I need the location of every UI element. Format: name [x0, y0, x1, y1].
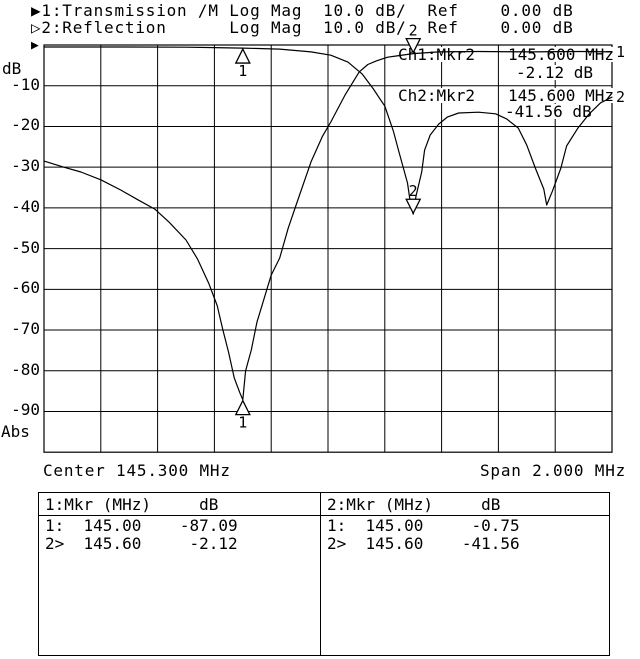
- channel2-header-line: ▷2:Reflection Log Mag 10.0 dB/ Ref 0.00 …: [31, 18, 574, 37]
- ch1-marker-value: -2.12 dB: [516, 63, 594, 82]
- marker-table-row: 2> 145.60 -41.56: [327, 533, 520, 553]
- ch2-marker-frequency: 145.600 MHz: [508, 86, 614, 105]
- marker-table-row: 1: 145.00 -87.09: [45, 516, 238, 535]
- y-tick-label: -90: [11, 400, 40, 420]
- y-tick-label: -60: [11, 278, 40, 298]
- y-tick-label: -70: [11, 319, 40, 339]
- marker-table-ch1: 1:Mkr (MHz) dB 1: 145.00 -87.09 2> 145.60…: [38, 492, 321, 656]
- channel-header: ▶1:Transmission /M Log Mag 10.0 dB/ Ref …: [31, 2, 574, 36]
- marker-table-ch2: 2:Mkr (MHz) dB 1: 145.00 -0.75 2> 145.60 …: [320, 492, 610, 656]
- marker2-trace2-label: 2: [409, 182, 418, 200]
- y-tick-label: -30: [11, 156, 40, 176]
- marker-table-ch2-rows: 1: 145.00 -0.75 2> 145.60 -41.56: [321, 516, 609, 552]
- y-tick-label: -50: [11, 237, 40, 257]
- ch1-marker-frequency: 145.600 MHz: [508, 45, 614, 64]
- marker-table-row: 2> 145.60 -2.12: [45, 533, 238, 553]
- marker-table-row: 1: 145.00 -0.75: [327, 516, 520, 535]
- y-tick-label: -10: [11, 74, 40, 94]
- trace-edge-label: 2: [616, 88, 626, 107]
- channel1-header-line: ▶1:Transmission /M Log Mag 10.0 dB/ Ref …: [31, 1, 574, 20]
- y-tick-label: -40: [11, 196, 40, 216]
- marker1-trace1-symbol-icon: [234, 399, 251, 416]
- y-tick-label: -20: [11, 115, 40, 135]
- center-frequency-label: Center 145.300 MHz: [43, 461, 231, 480]
- y-axis-unit-label: dB: [2, 59, 22, 78]
- trace-edge-label: 1: [616, 42, 626, 61]
- marker-table-ch1-rows: 1: 145.00 -87.09 2> 145.60 -2.12: [39, 516, 320, 552]
- marker-table-ch1-header: 1:Mkr (MHz) dB: [39, 493, 320, 516]
- y-tick-label: -80: [11, 359, 40, 379]
- ch2-marker-value: -41.56 dB: [505, 102, 592, 121]
- ch1-marker-readout-label: Ch1:Mkr2: [398, 45, 476, 64]
- reference-level-indicator-icon: ▶: [31, 38, 39, 53]
- marker2-trace2-symbol-icon: [405, 198, 422, 215]
- y-axis-mode-label: Abs: [1, 422, 30, 441]
- span-label: Span 2.000 MHz: [480, 461, 627, 480]
- marker-table-ch2-header: 2:Mkr (MHz) dB: [321, 493, 609, 516]
- marker1-trace1-label: 1: [238, 414, 247, 432]
- marker1-trace2-symbol-icon: [234, 47, 251, 64]
- marker1-trace2-label: 1: [238, 62, 247, 80]
- ch2-marker-readout-label: Ch2:Mkr2: [398, 86, 476, 105]
